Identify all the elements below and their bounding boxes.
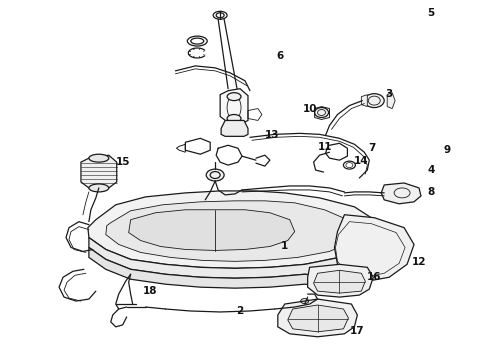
- Polygon shape: [381, 183, 421, 204]
- Text: 10: 10: [302, 104, 317, 113]
- Polygon shape: [106, 201, 357, 261]
- Text: 17: 17: [350, 326, 365, 336]
- Polygon shape: [335, 215, 414, 281]
- Ellipse shape: [89, 154, 109, 162]
- Text: 15: 15: [116, 157, 130, 167]
- Polygon shape: [308, 264, 373, 297]
- Text: 4: 4: [427, 165, 435, 175]
- Text: 14: 14: [354, 156, 368, 166]
- Polygon shape: [89, 247, 374, 288]
- Polygon shape: [278, 299, 357, 337]
- Polygon shape: [288, 305, 348, 332]
- Polygon shape: [220, 89, 248, 125]
- Text: 13: 13: [265, 130, 279, 140]
- Polygon shape: [221, 121, 248, 136]
- Ellipse shape: [365, 94, 384, 108]
- Ellipse shape: [206, 169, 224, 181]
- Text: 1: 1: [281, 242, 289, 252]
- Ellipse shape: [227, 93, 241, 100]
- Polygon shape: [89, 235, 377, 278]
- Text: 9: 9: [443, 145, 450, 155]
- Polygon shape: [81, 155, 117, 188]
- Polygon shape: [361, 95, 368, 107]
- Text: 12: 12: [412, 257, 426, 267]
- Text: 6: 6: [276, 51, 283, 61]
- Text: 7: 7: [368, 143, 376, 153]
- Ellipse shape: [315, 108, 328, 117]
- Text: 3: 3: [386, 89, 393, 99]
- Ellipse shape: [89, 184, 109, 192]
- Text: 11: 11: [318, 142, 333, 152]
- Ellipse shape: [227, 114, 241, 122]
- Text: 8: 8: [427, 187, 435, 197]
- Text: 2: 2: [236, 306, 244, 316]
- Text: 18: 18: [143, 286, 158, 296]
- Polygon shape: [314, 270, 366, 293]
- Polygon shape: [387, 93, 395, 109]
- Text: 5: 5: [427, 8, 435, 18]
- Text: 16: 16: [367, 272, 382, 282]
- Polygon shape: [88, 191, 377, 268]
- Polygon shape: [129, 210, 294, 251]
